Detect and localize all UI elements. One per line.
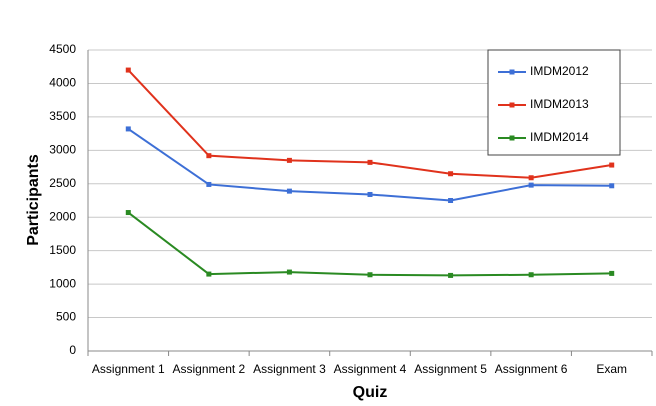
data-point	[367, 272, 373, 278]
data-point	[206, 181, 212, 187]
y-tick-label: 3500	[49, 109, 76, 123]
data-point	[448, 171, 454, 177]
data-point	[448, 198, 454, 203]
data-point	[286, 157, 292, 163]
data-point	[609, 270, 615, 276]
data-point	[125, 210, 131, 216]
legend-marker	[509, 69, 515, 75]
y-tick-label: 3000	[49, 143, 76, 157]
data-point	[286, 188, 292, 194]
x-axis-title: Quiz	[353, 384, 388, 401]
data-point	[528, 182, 534, 188]
data-point	[528, 175, 534, 181]
y-tick-label: 0	[69, 343, 76, 357]
x-tick-label: Assignment 5	[414, 362, 487, 376]
y-tick-label: 1000	[49, 276, 76, 290]
data-point	[609, 183, 615, 189]
legend-marker	[509, 135, 515, 141]
x-tick-label: Assignment 6	[495, 362, 568, 376]
y-axis-title: Participants	[25, 154, 42, 246]
data-point	[125, 67, 131, 73]
y-tick-label: 4500	[49, 42, 76, 56]
x-tick-label: Assignment 1	[92, 362, 165, 376]
data-point	[528, 272, 534, 278]
x-tick-label: Assignment 2	[173, 362, 246, 376]
data-point	[367, 159, 373, 165]
series-line	[127, 211, 612, 277]
data-point	[367, 191, 373, 197]
y-tick-label: 2000	[49, 209, 76, 223]
y-tick-label: 2500	[49, 176, 76, 190]
data-point	[125, 126, 131, 132]
y-tick-label: 500	[56, 310, 76, 324]
legend-marker	[509, 102, 515, 108]
legend-label: IMDM2014	[530, 130, 589, 144]
data-point	[286, 269, 292, 275]
x-tick-label: Exam	[596, 362, 627, 376]
x-tick-label: Assignment 3	[253, 362, 326, 376]
data-point	[206, 153, 212, 159]
legend-label: IMDM2012	[530, 64, 589, 78]
data-point	[609, 162, 615, 168]
y-tick-label: 4000	[49, 76, 76, 90]
x-tick-label: Assignment 4	[334, 362, 407, 376]
data-point	[448, 272, 454, 278]
data-point	[206, 271, 212, 277]
y-tick-label: 1500	[49, 243, 76, 257]
legend-label: IMDM2013	[530, 97, 589, 111]
